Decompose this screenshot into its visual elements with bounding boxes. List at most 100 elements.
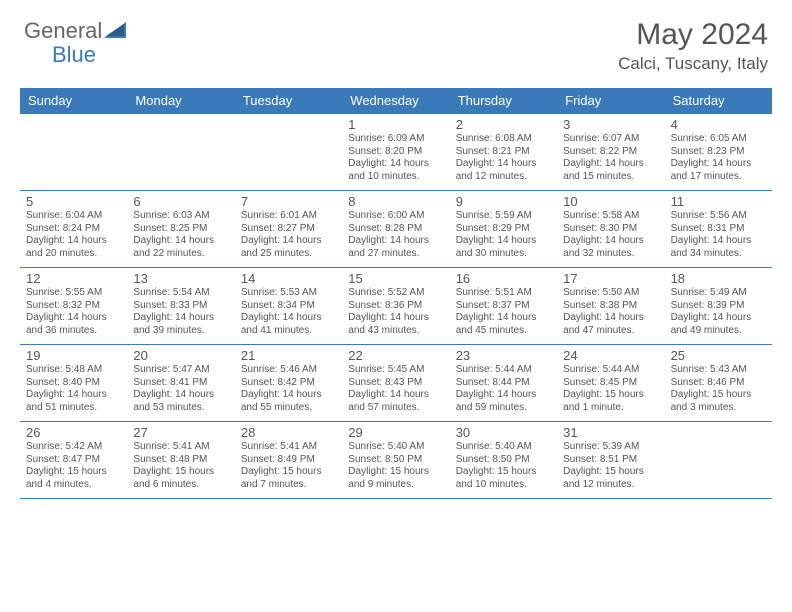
calendar-cell: 9Sunrise: 5:59 AMSunset: 8:29 PMDaylight… xyxy=(450,191,557,267)
dow-friday: Friday xyxy=(557,88,664,113)
sunset-text: Sunset: 8:30 PM xyxy=(563,223,658,236)
calendar-cell: 5Sunrise: 6:04 AMSunset: 8:24 PMDaylight… xyxy=(20,191,127,267)
daylight-text: Daylight: 14 hours and 47 minutes. xyxy=(563,312,658,337)
sunset-text: Sunset: 8:48 PM xyxy=(133,454,228,467)
calendar-cell: 18Sunrise: 5:49 AMSunset: 8:39 PMDayligh… xyxy=(665,268,772,344)
calendar-cell xyxy=(235,114,342,190)
daylight-text: Daylight: 14 hours and 27 minutes. xyxy=(348,235,443,260)
sunrise-text: Sunrise: 5:41 AM xyxy=(133,441,228,454)
daylight-text: Daylight: 15 hours and 6 minutes. xyxy=(133,466,228,491)
sunrise-text: Sunrise: 5:40 AM xyxy=(456,441,551,454)
daylight-text: Daylight: 15 hours and 3 minutes. xyxy=(671,389,766,414)
day-number: 12 xyxy=(26,271,121,286)
sunset-text: Sunset: 8:45 PM xyxy=(563,377,658,390)
daylight-text: Daylight: 14 hours and 55 minutes. xyxy=(241,389,336,414)
sunset-text: Sunset: 8:25 PM xyxy=(133,223,228,236)
sunrise-text: Sunrise: 6:04 AM xyxy=(26,210,121,223)
calendar-cell: 30Sunrise: 5:40 AMSunset: 8:50 PMDayligh… xyxy=(450,422,557,498)
daylight-text: Daylight: 14 hours and 59 minutes. xyxy=(456,389,551,414)
calendar-week: 5Sunrise: 6:04 AMSunset: 8:24 PMDaylight… xyxy=(20,191,772,268)
sunset-text: Sunset: 8:22 PM xyxy=(563,146,658,159)
day-number: 8 xyxy=(348,194,443,209)
day-number: 24 xyxy=(563,348,658,363)
calendar-cell: 2Sunrise: 6:08 AMSunset: 8:21 PMDaylight… xyxy=(450,114,557,190)
daylight-text: Daylight: 14 hours and 30 minutes. xyxy=(456,235,551,260)
sunset-text: Sunset: 8:32 PM xyxy=(26,300,121,313)
sunrise-text: Sunrise: 5:42 AM xyxy=(26,441,121,454)
day-number: 30 xyxy=(456,425,551,440)
calendar-cell: 28Sunrise: 5:41 AMSunset: 8:49 PMDayligh… xyxy=(235,422,342,498)
sunrise-text: Sunrise: 5:46 AM xyxy=(241,364,336,377)
sunrise-text: Sunrise: 5:52 AM xyxy=(348,287,443,300)
daylight-text: Daylight: 14 hours and 36 minutes. xyxy=(26,312,121,337)
sunset-text: Sunset: 8:40 PM xyxy=(26,377,121,390)
sunset-text: Sunset: 8:31 PM xyxy=(671,223,766,236)
daylight-text: Daylight: 15 hours and 9 minutes. xyxy=(348,466,443,491)
calendar-cell: 13Sunrise: 5:54 AMSunset: 8:33 PMDayligh… xyxy=(127,268,234,344)
sunrise-text: Sunrise: 5:56 AM xyxy=(671,210,766,223)
day-number: 27 xyxy=(133,425,228,440)
brand-blue: Blue xyxy=(52,42,96,68)
daylight-text: Daylight: 14 hours and 39 minutes. xyxy=(133,312,228,337)
calendar-cell: 14Sunrise: 5:53 AMSunset: 8:34 PMDayligh… xyxy=(235,268,342,344)
sunrise-text: Sunrise: 5:40 AM xyxy=(348,441,443,454)
sunset-text: Sunset: 8:43 PM xyxy=(348,377,443,390)
sunrise-text: Sunrise: 5:43 AM xyxy=(671,364,766,377)
day-number: 2 xyxy=(456,117,551,132)
sunset-text: Sunset: 8:33 PM xyxy=(133,300,228,313)
daylight-text: Daylight: 15 hours and 12 minutes. xyxy=(563,466,658,491)
calendar-week: 26Sunrise: 5:42 AMSunset: 8:47 PMDayligh… xyxy=(20,422,772,499)
sunrise-text: Sunrise: 5:51 AM xyxy=(456,287,551,300)
dow-thursday: Thursday xyxy=(450,88,557,113)
sunset-text: Sunset: 8:50 PM xyxy=(348,454,443,467)
sunset-text: Sunset: 8:42 PM xyxy=(241,377,336,390)
daylight-text: Daylight: 14 hours and 15 minutes. xyxy=(563,158,658,183)
day-number: 3 xyxy=(563,117,658,132)
daylight-text: Daylight: 14 hours and 10 minutes. xyxy=(348,158,443,183)
dow-sunday: Sunday xyxy=(20,88,127,113)
day-number: 7 xyxy=(241,194,336,209)
day-number: 14 xyxy=(241,271,336,286)
sunset-text: Sunset: 8:49 PM xyxy=(241,454,336,467)
sunrise-text: Sunrise: 5:58 AM xyxy=(563,210,658,223)
brand-general: General xyxy=(24,18,102,44)
calendar-cell: 1Sunrise: 6:09 AMSunset: 8:20 PMDaylight… xyxy=(342,114,449,190)
calendar-week: 1Sunrise: 6:09 AMSunset: 8:20 PMDaylight… xyxy=(20,113,772,191)
dow-monday: Monday xyxy=(127,88,234,113)
calendar-cell: 17Sunrise: 5:50 AMSunset: 8:38 PMDayligh… xyxy=(557,268,664,344)
calendar-cell: 22Sunrise: 5:45 AMSunset: 8:43 PMDayligh… xyxy=(342,345,449,421)
day-number: 29 xyxy=(348,425,443,440)
daylight-text: Daylight: 14 hours and 45 minutes. xyxy=(456,312,551,337)
daylight-text: Daylight: 15 hours and 4 minutes. xyxy=(26,466,121,491)
sunrise-text: Sunrise: 5:50 AM xyxy=(563,287,658,300)
dow-tuesday: Tuesday xyxy=(235,88,342,113)
calendar-cell: 26Sunrise: 5:42 AMSunset: 8:47 PMDayligh… xyxy=(20,422,127,498)
calendar-week: 12Sunrise: 5:55 AMSunset: 8:32 PMDayligh… xyxy=(20,268,772,345)
daylight-text: Daylight: 15 hours and 7 minutes. xyxy=(241,466,336,491)
sunrise-text: Sunrise: 6:03 AM xyxy=(133,210,228,223)
calendar-cell: 11Sunrise: 5:56 AMSunset: 8:31 PMDayligh… xyxy=(665,191,772,267)
header: General May 2024 Calci, Tuscany, Italy xyxy=(0,0,792,82)
day-number: 18 xyxy=(671,271,766,286)
day-number: 11 xyxy=(671,194,766,209)
day-number: 19 xyxy=(26,348,121,363)
day-number: 20 xyxy=(133,348,228,363)
daylight-text: Daylight: 14 hours and 57 minutes. xyxy=(348,389,443,414)
calendar-cell: 12Sunrise: 5:55 AMSunset: 8:32 PMDayligh… xyxy=(20,268,127,344)
brand-logo: General xyxy=(24,18,126,44)
dow-saturday: Saturday xyxy=(665,88,772,113)
calendar-cell: 15Sunrise: 5:52 AMSunset: 8:36 PMDayligh… xyxy=(342,268,449,344)
sunrise-text: Sunrise: 6:05 AM xyxy=(671,133,766,146)
daylight-text: Daylight: 14 hours and 32 minutes. xyxy=(563,235,658,260)
daylight-text: Daylight: 14 hours and 20 minutes. xyxy=(26,235,121,260)
sunset-text: Sunset: 8:21 PM xyxy=(456,146,551,159)
calendar-cell: 8Sunrise: 6:00 AMSunset: 8:28 PMDaylight… xyxy=(342,191,449,267)
day-number: 17 xyxy=(563,271,658,286)
calendar-cell: 31Sunrise: 5:39 AMSunset: 8:51 PMDayligh… xyxy=(557,422,664,498)
day-number: 13 xyxy=(133,271,228,286)
day-number: 28 xyxy=(241,425,336,440)
daylight-text: Daylight: 15 hours and 1 minute. xyxy=(563,389,658,414)
day-number: 21 xyxy=(241,348,336,363)
day-number: 5 xyxy=(26,194,121,209)
sunrise-text: Sunrise: 5:44 AM xyxy=(456,364,551,377)
